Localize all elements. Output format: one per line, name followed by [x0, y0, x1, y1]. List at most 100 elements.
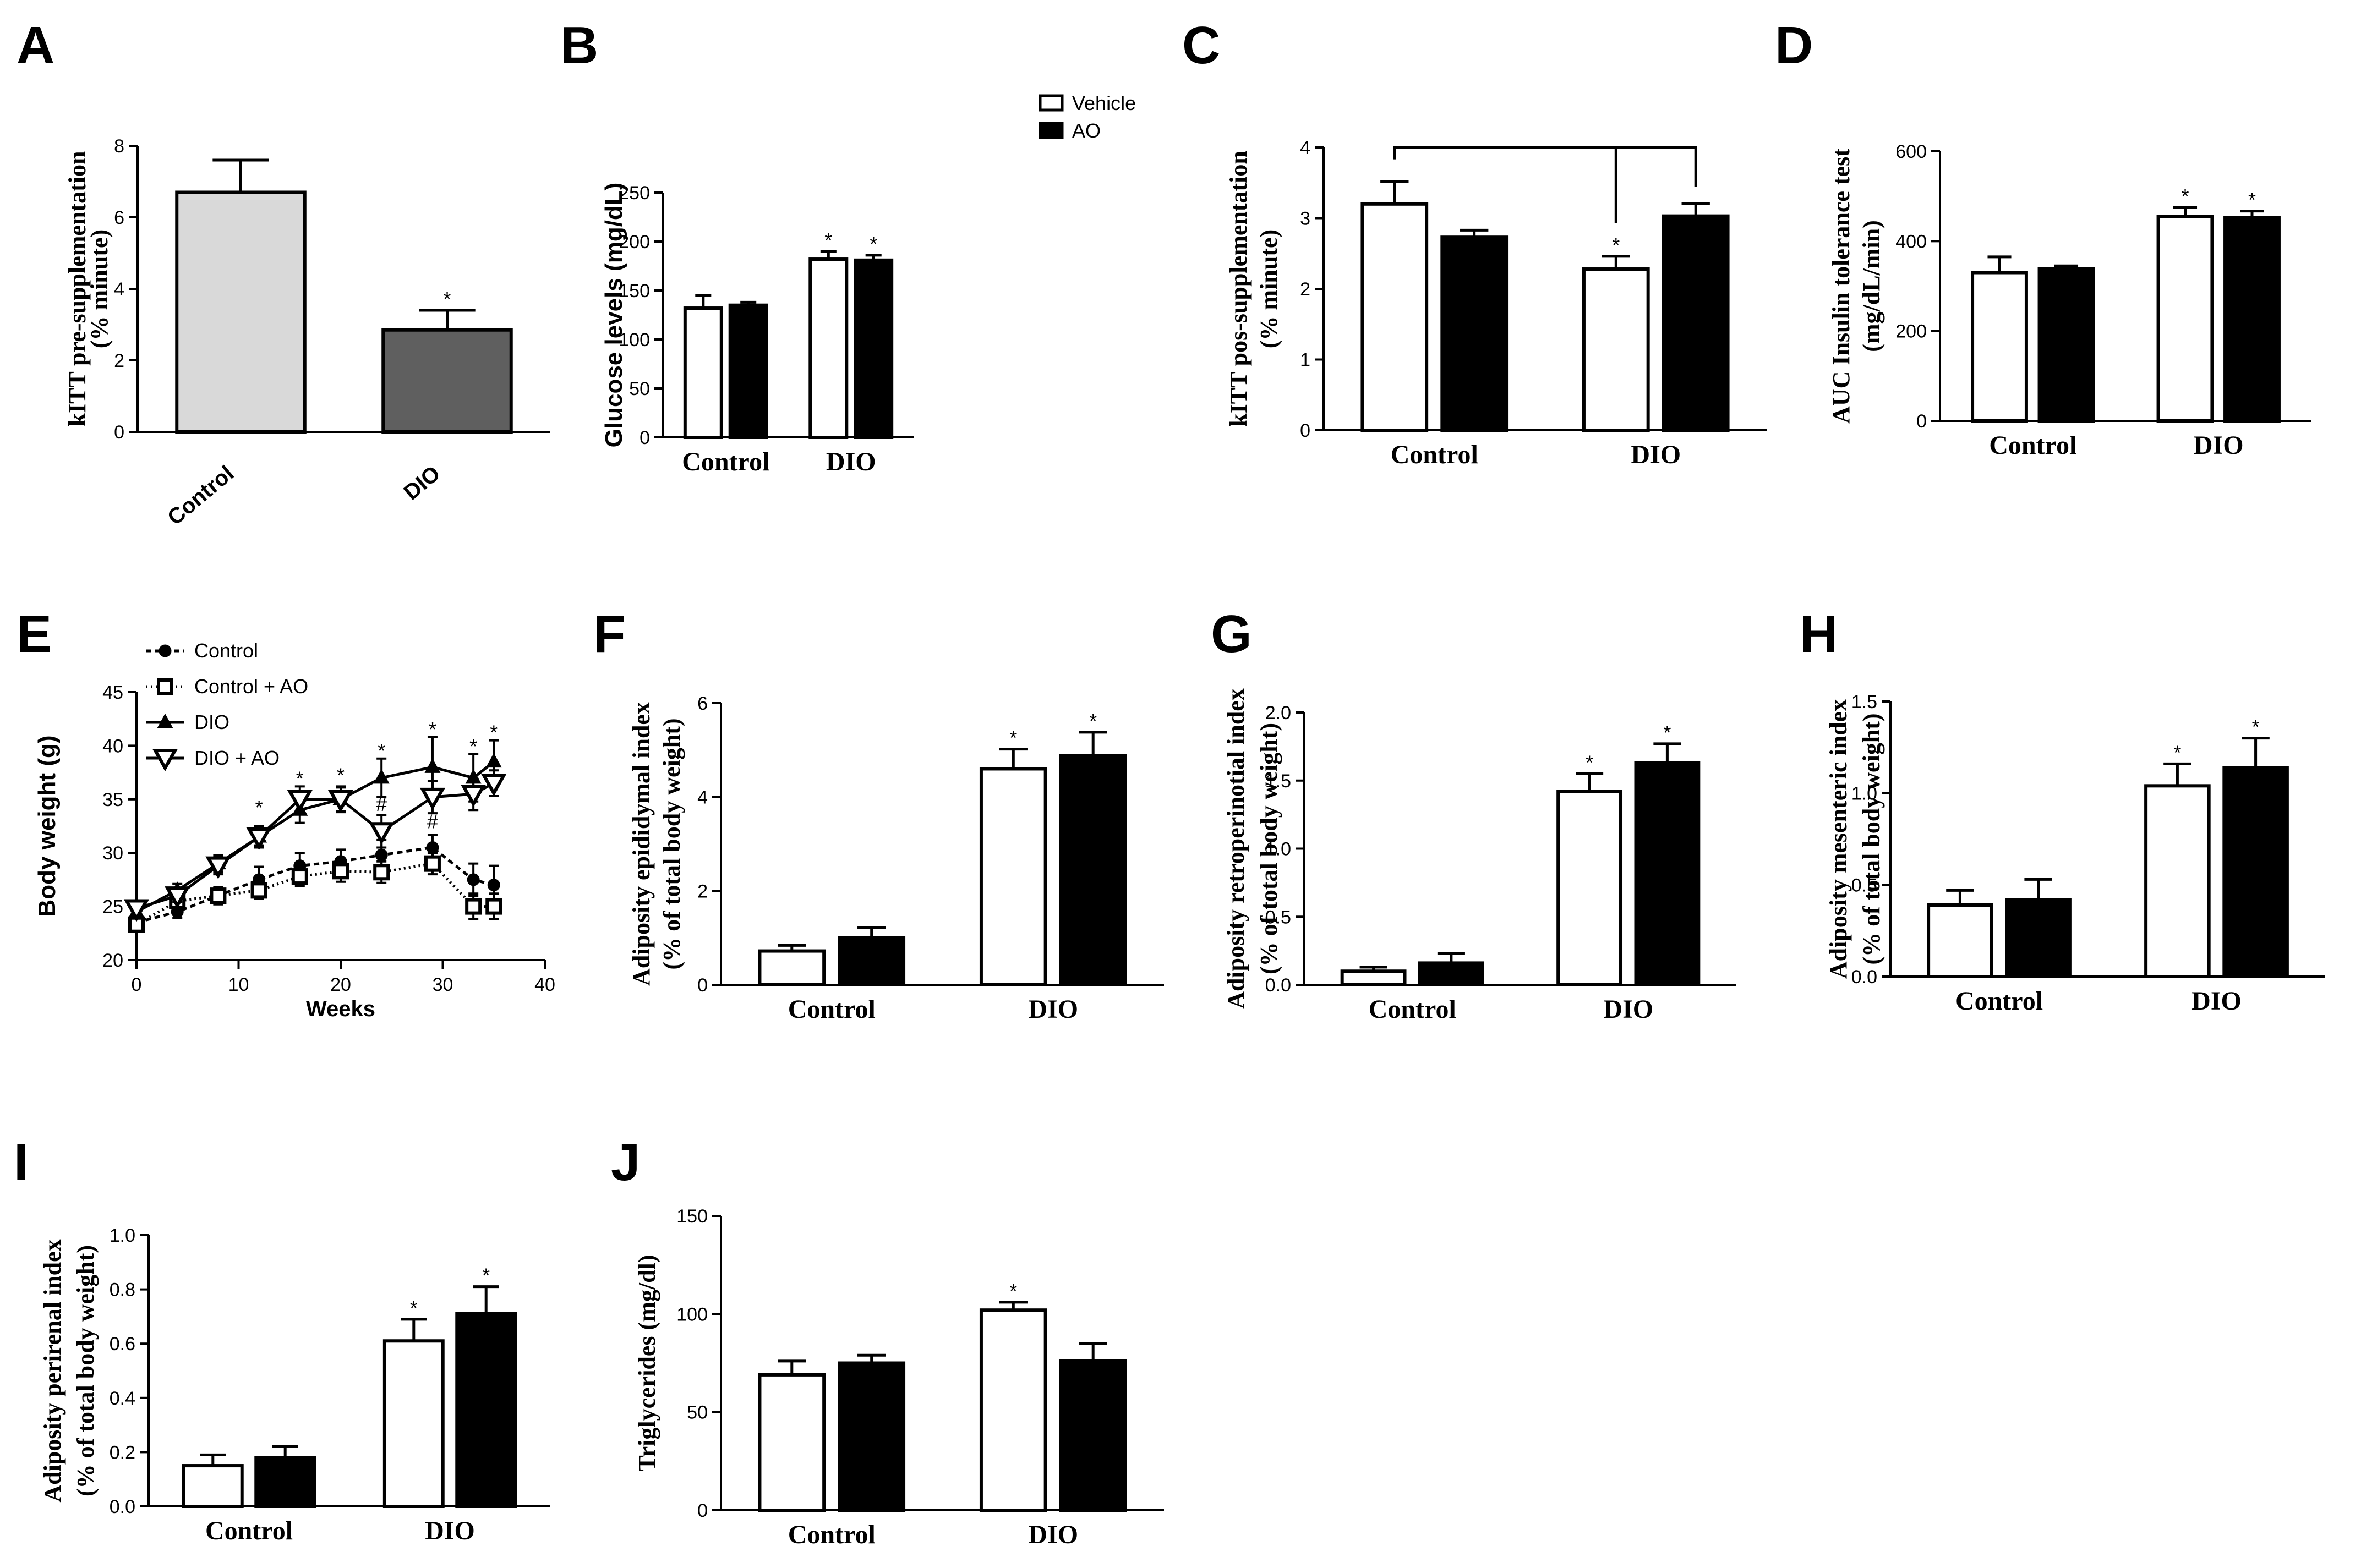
y-tick-label-B: 100 [619, 330, 650, 350]
data-point-square [485, 898, 502, 915]
significance-marker: * [824, 229, 832, 251]
legend-swatch-ao [1039, 122, 1064, 139]
bar-ao [854, 258, 894, 439]
significance-marker: * [490, 721, 498, 744]
significance-marker: * [2248, 189, 2256, 211]
y-tick-label-A: 4 [114, 279, 124, 300]
bar-ao [838, 1361, 906, 1512]
legend-label: DIO + AO [194, 747, 280, 769]
data-point-triangle-down [461, 785, 487, 808]
bar-ao [1634, 761, 1701, 986]
x-category-label-B: DIO [826, 447, 876, 476]
significance-bracket [1393, 146, 1697, 187]
significance-marker: * [255, 796, 263, 819]
x-tick-label-E: 30 [433, 974, 453, 995]
data-point-triangle-down [327, 790, 354, 813]
bar-group [175, 190, 307, 434]
significance-marker: * [1089, 710, 1097, 732]
bar-vehicle [1971, 271, 2028, 423]
y-tick-label-F: 6 [697, 693, 708, 714]
y-tick-label-E: 25 [102, 897, 123, 918]
x-category-label-F: Control [788, 995, 876, 1024]
panel-letter-J: J [611, 1133, 640, 1192]
data-point-circle [159, 644, 172, 657]
series-line [136, 782, 495, 910]
significance-marker: * [1612, 234, 1620, 256]
bar-ao [1059, 1359, 1127, 1512]
bar-ao [1418, 961, 1484, 987]
x-tick-label-E: 20 [330, 974, 351, 995]
significance-marker: * [337, 764, 345, 787]
bar-vehicle [2156, 215, 2214, 423]
y-tick-label-I: 0.4 [110, 1388, 135, 1409]
y-tick-label-A: 6 [114, 207, 124, 228]
y-axis-label-F: Adiposity epididymal index [628, 702, 655, 986]
y-axis-label-E: Body weight (g) [34, 736, 61, 917]
chart-panel-B: B Glucose levels (mg/dL) 0 50 100 150 200 250 Co… [560, 16, 1136, 476]
y-tick-label-H: 1.0 [1851, 783, 1877, 804]
bar-vehicle [979, 1308, 1047, 1512]
y-tick-label-G: 0.0 [1265, 975, 1291, 996]
data-point-triangle-down [165, 886, 190, 909]
significance-marker: * [443, 288, 451, 310]
data-point-square [465, 898, 482, 915]
y-tick-label-J: 100 [676, 1304, 708, 1325]
significance-marker: * [410, 1297, 418, 1319]
significance-marker: # [376, 793, 387, 815]
y-axis-label-H: (% of total body weight) [1858, 713, 1885, 964]
y-axis-label-G: Adiposity retroperinotial index [1222, 688, 1249, 1009]
data-point-circle [487, 879, 500, 892]
y-tick-label-I: 0.8 [110, 1280, 135, 1301]
bar-vehicle [1582, 267, 1650, 432]
y-tick-label-B: 250 [619, 183, 650, 204]
x-category-label-J: DIO [1028, 1520, 1078, 1549]
y-tick-label-E: 20 [102, 950, 123, 971]
data-point-square [250, 882, 267, 899]
x-category-label-F: DIO [1028, 995, 1078, 1024]
x-category-label-C: DIO [1631, 440, 1681, 469]
y-axis-label-A: kITT pre-supplementation [64, 151, 91, 427]
y-tick-label-F: 0 [697, 975, 708, 996]
y-tick-label-E: 30 [102, 843, 123, 864]
y-tick-label-H: 0.5 [1851, 875, 1877, 896]
significance-marker: * [429, 718, 436, 741]
y-tick-label-B: 150 [619, 281, 650, 301]
y-tick-label-G: 1.0 [1265, 839, 1291, 860]
series-line [135, 760, 495, 913]
bar-vehicle [758, 949, 826, 987]
bar-vehicle [1360, 202, 1429, 432]
data-point-square [210, 887, 227, 904]
panel-letter-A: A [17, 16, 54, 75]
y-axis-label-B: Glucose levels (mg/dL) [600, 183, 627, 448]
y-tick-label-A: 8 [114, 136, 124, 157]
bar-ao [2223, 216, 2281, 423]
x-category-label-G: DIO [1603, 995, 1653, 1024]
panel-letter-F: F [593, 605, 626, 664]
data-point-triangle-down [369, 822, 395, 845]
panel-letter-H: H [1800, 605, 1838, 664]
x-category-label-A: DIO [400, 461, 445, 505]
bar-vehicle [979, 767, 1047, 986]
y-axis-label-J: Triglycerides (mg/dl) [633, 1255, 660, 1472]
x-tick-label-E: 10 [228, 974, 249, 995]
data-point-square [157, 678, 173, 695]
x-category-label-D: DIO [2194, 431, 2244, 460]
y-tick-label-J: 0 [697, 1500, 708, 1521]
significance-marker: * [1586, 751, 1593, 774]
y-axis-label-H: Adiposity mesenteric index [1825, 699, 1852, 979]
legend-label: Control + AO [194, 675, 308, 698]
panel-letter-C: C [1182, 16, 1220, 75]
data-point-triangle-down [246, 827, 272, 851]
legend-label: Control [194, 639, 258, 662]
y-tick-label-J: 150 [676, 1206, 708, 1227]
y-tick-label-I: 0.2 [110, 1442, 135, 1463]
significance-marker: * [2181, 185, 2189, 207]
series-dio-ao [123, 769, 507, 922]
legend-label-vehicle: Vehicle [1072, 92, 1136, 114]
bar-ao [728, 303, 768, 440]
panel-letter-B: B [560, 16, 598, 75]
chart-panel-J: J Triglycerides (mg/dl) 0 50 100 150 Control * D… [611, 1133, 1164, 1549]
panel-letter-I: I [14, 1133, 29, 1192]
